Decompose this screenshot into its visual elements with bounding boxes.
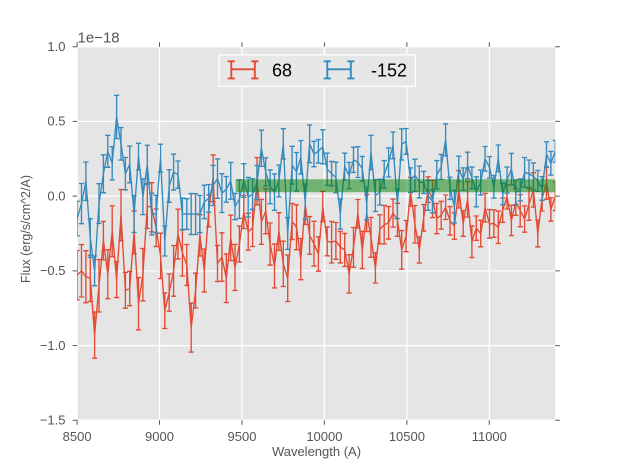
svg-text:10000: 10000 — [306, 429, 342, 444]
svg-text:−1.5: −1.5 — [40, 413, 66, 428]
svg-text:-152: -152 — [371, 61, 407, 81]
svg-text:1.0: 1.0 — [47, 39, 65, 54]
svg-text:0.0: 0.0 — [47, 188, 65, 203]
svg-text:Wavelength (A): Wavelength (A) — [272, 444, 361, 459]
svg-text:0.5: 0.5 — [47, 114, 65, 129]
svg-text:11000: 11000 — [472, 429, 507, 444]
svg-text:Flux (erg/s/cm^2/A): Flux (erg/s/cm^2/A) — [19, 175, 33, 283]
svg-text:9500: 9500 — [228, 429, 257, 444]
svg-text:9000: 9000 — [145, 429, 174, 444]
svg-text:−0.5: −0.5 — [40, 263, 66, 278]
svg-text:10500: 10500 — [389, 429, 425, 444]
svg-text:1e−18: 1e−18 — [78, 30, 120, 47]
svg-text:−1.0: −1.0 — [40, 338, 66, 353]
svg-text:8500: 8500 — [63, 429, 92, 444]
svg-text:68: 68 — [272, 61, 292, 81]
